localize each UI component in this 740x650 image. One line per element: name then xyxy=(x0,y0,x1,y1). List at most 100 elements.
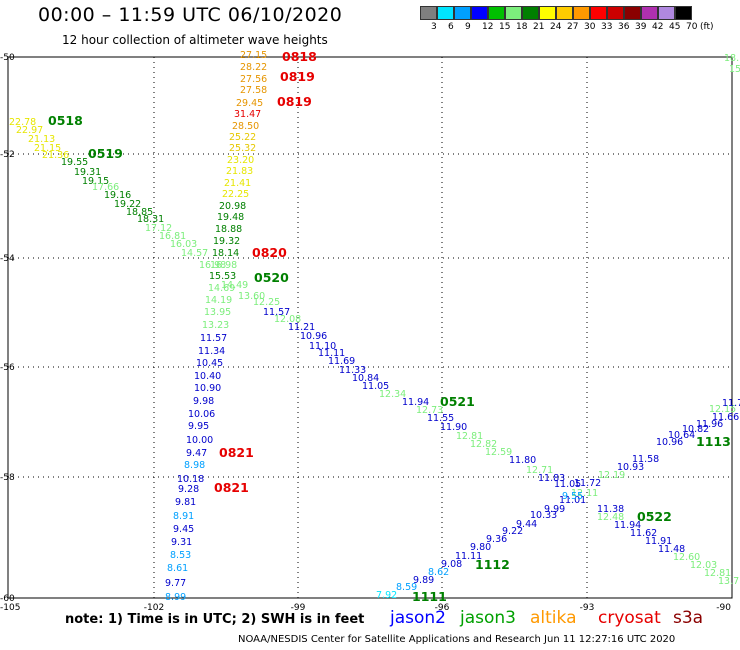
colorbar-label: 70 xyxy=(686,22,698,32)
swh-value-label: 28.50 xyxy=(232,121,259,132)
swh-value-label: 31.47 xyxy=(234,109,261,120)
lat-label: -60 xyxy=(0,594,15,604)
colorbar-label: 30 xyxy=(584,22,596,32)
swh-value-label: 12.71 xyxy=(526,465,553,476)
swh-value-label: 8.98 xyxy=(184,460,205,471)
pass-id-label: 0518 xyxy=(48,113,83,128)
swh-value-label: 11.69 xyxy=(328,356,355,367)
swh-value-label: 9.77 xyxy=(165,578,186,589)
note-text: note: 1) Time is in UTC; 2) SWH is in fe… xyxy=(65,612,365,627)
colorbar-label: 21 xyxy=(533,22,545,32)
swh-value-label: 10.06 xyxy=(188,409,215,420)
swh-value-label: 11.34 xyxy=(198,346,225,357)
swh-value-label: 9.47 xyxy=(186,448,207,459)
swh-value-label: 9.99 xyxy=(544,504,565,515)
colorbar-label: 9 xyxy=(465,22,471,32)
swh-value-label: 9.81 xyxy=(175,497,196,508)
swh-value-label: 9.22 xyxy=(502,526,523,537)
swh-value-label: 27.15 xyxy=(240,50,267,61)
swh-value-label: 15.53 xyxy=(209,271,236,282)
swh-value-label: 9.36 xyxy=(486,534,507,545)
colorbar-label: 33 xyxy=(601,22,613,32)
swh-value-label: 11.57 xyxy=(263,307,290,318)
swh-value-label: 12.82 xyxy=(470,439,497,450)
swh-value-label: 9.98 xyxy=(193,396,214,407)
swh-value-label: 11.80 xyxy=(509,455,536,466)
lon-label: -93 xyxy=(580,603,595,613)
swh-value-label: 13.7 xyxy=(718,576,739,587)
swh-value-label: 11.11 xyxy=(455,551,482,562)
swh-value-label: 11.11 xyxy=(318,348,345,359)
swh-value-label: 10.93 xyxy=(617,462,644,473)
swh-value-label: 14.57 xyxy=(181,248,208,259)
swh-value-label: 22.97 xyxy=(16,125,43,136)
colorbar-cell xyxy=(488,6,505,20)
swh-value-label: 12.59 xyxy=(485,447,512,458)
swh-value-label: 10.33 xyxy=(530,510,557,521)
swh-value-label: 19.15 xyxy=(82,176,109,187)
pass-id-label: 0520 xyxy=(254,270,289,285)
swh-value-label: 18.31 xyxy=(137,214,164,225)
satellite-legend-cryosat: cryosat xyxy=(598,608,661,628)
swh-value-label: 17.12 xyxy=(145,223,172,234)
swh-value-label: 9.08 xyxy=(441,559,462,570)
swh-value-label: 11.57 xyxy=(200,333,227,344)
lon-label: -90 xyxy=(716,603,731,613)
swh-value-label: 21.41 xyxy=(224,178,251,189)
swh-value-label: 17.66 xyxy=(92,182,119,193)
lon-label: -102 xyxy=(144,603,164,613)
swh-value-label: 12.60 xyxy=(673,552,700,563)
pass-id-label: 0519 xyxy=(88,146,123,161)
colorbar-cell xyxy=(471,6,488,20)
colorbar-label: 27 xyxy=(567,22,579,32)
swh-value-label: 10.96 xyxy=(300,331,327,342)
pass-id-label: 0820 xyxy=(252,245,287,260)
swh-value-label: 11.05 xyxy=(362,381,389,392)
swh-value-label: 8.61 xyxy=(167,563,188,574)
swh-value-label: 27.56 xyxy=(240,74,267,85)
swh-value-label: 8.59 xyxy=(396,582,417,593)
colorbar-label: 3 xyxy=(431,22,437,32)
swh-value-label: 14.49 xyxy=(221,280,248,291)
swh-value-label: 19.31 xyxy=(74,167,101,178)
lat-label: -52 xyxy=(0,150,15,160)
colorbar-cell xyxy=(573,6,590,20)
swh-value-label: 9.45 xyxy=(173,524,194,535)
swh-value-label: 27.58 xyxy=(240,85,267,96)
swh-value-label: 18.14 xyxy=(212,248,239,259)
swh-value-label: 8.91 xyxy=(173,511,194,522)
swh-value-label: 18.85 xyxy=(126,207,153,218)
colorbar-cell xyxy=(437,6,454,20)
swh-value-label: 11.33 xyxy=(339,365,366,376)
colorbar-cell xyxy=(641,6,658,20)
swh-value-label: 18.88 xyxy=(215,224,242,235)
swh-value-label: 11.48 xyxy=(658,544,685,555)
satellite-legend-s3a: s3a xyxy=(673,608,704,628)
swh-value-label: 13.95 xyxy=(204,307,231,318)
page-subtitle: 12 hour collection of altimeter wave hei… xyxy=(62,33,328,47)
swh-value-label: 11.94 xyxy=(614,520,641,531)
colorbar-cell xyxy=(607,6,624,20)
swh-value-label: 10.00 xyxy=(186,435,213,446)
pass-id-label: 0821 xyxy=(214,480,249,495)
swh-value-label: 11.66 xyxy=(712,412,739,423)
swh-value-label: 11.72 xyxy=(574,478,601,489)
pass-id-label: 0819 xyxy=(277,94,312,109)
swh-value-label: 8.99 xyxy=(165,592,186,603)
colorbar-cell xyxy=(675,6,692,20)
swh-value-label: 12.11 xyxy=(571,488,598,499)
credit-text: NOAA/NESDIS Center for Satellite Applica… xyxy=(238,634,676,645)
swh-value-label: 11.21 xyxy=(288,322,315,333)
swh-value-label: 10.64 xyxy=(668,430,695,441)
swh-value-label: 9.55 xyxy=(562,491,583,502)
colorbar-label: 24 xyxy=(550,22,562,32)
swh-value-label: 22.78 xyxy=(9,117,36,128)
swh-value-label: 16.81 xyxy=(159,231,186,242)
colorbar-label: 39 xyxy=(635,22,647,32)
lon-label: -99 xyxy=(291,603,306,613)
swh-value-label: 8.53 xyxy=(170,550,191,561)
swh-value-label: 12.25 xyxy=(253,297,280,308)
swh-value-label: 14.19 xyxy=(205,295,232,306)
swh-value-label: 12.81 xyxy=(456,431,483,442)
